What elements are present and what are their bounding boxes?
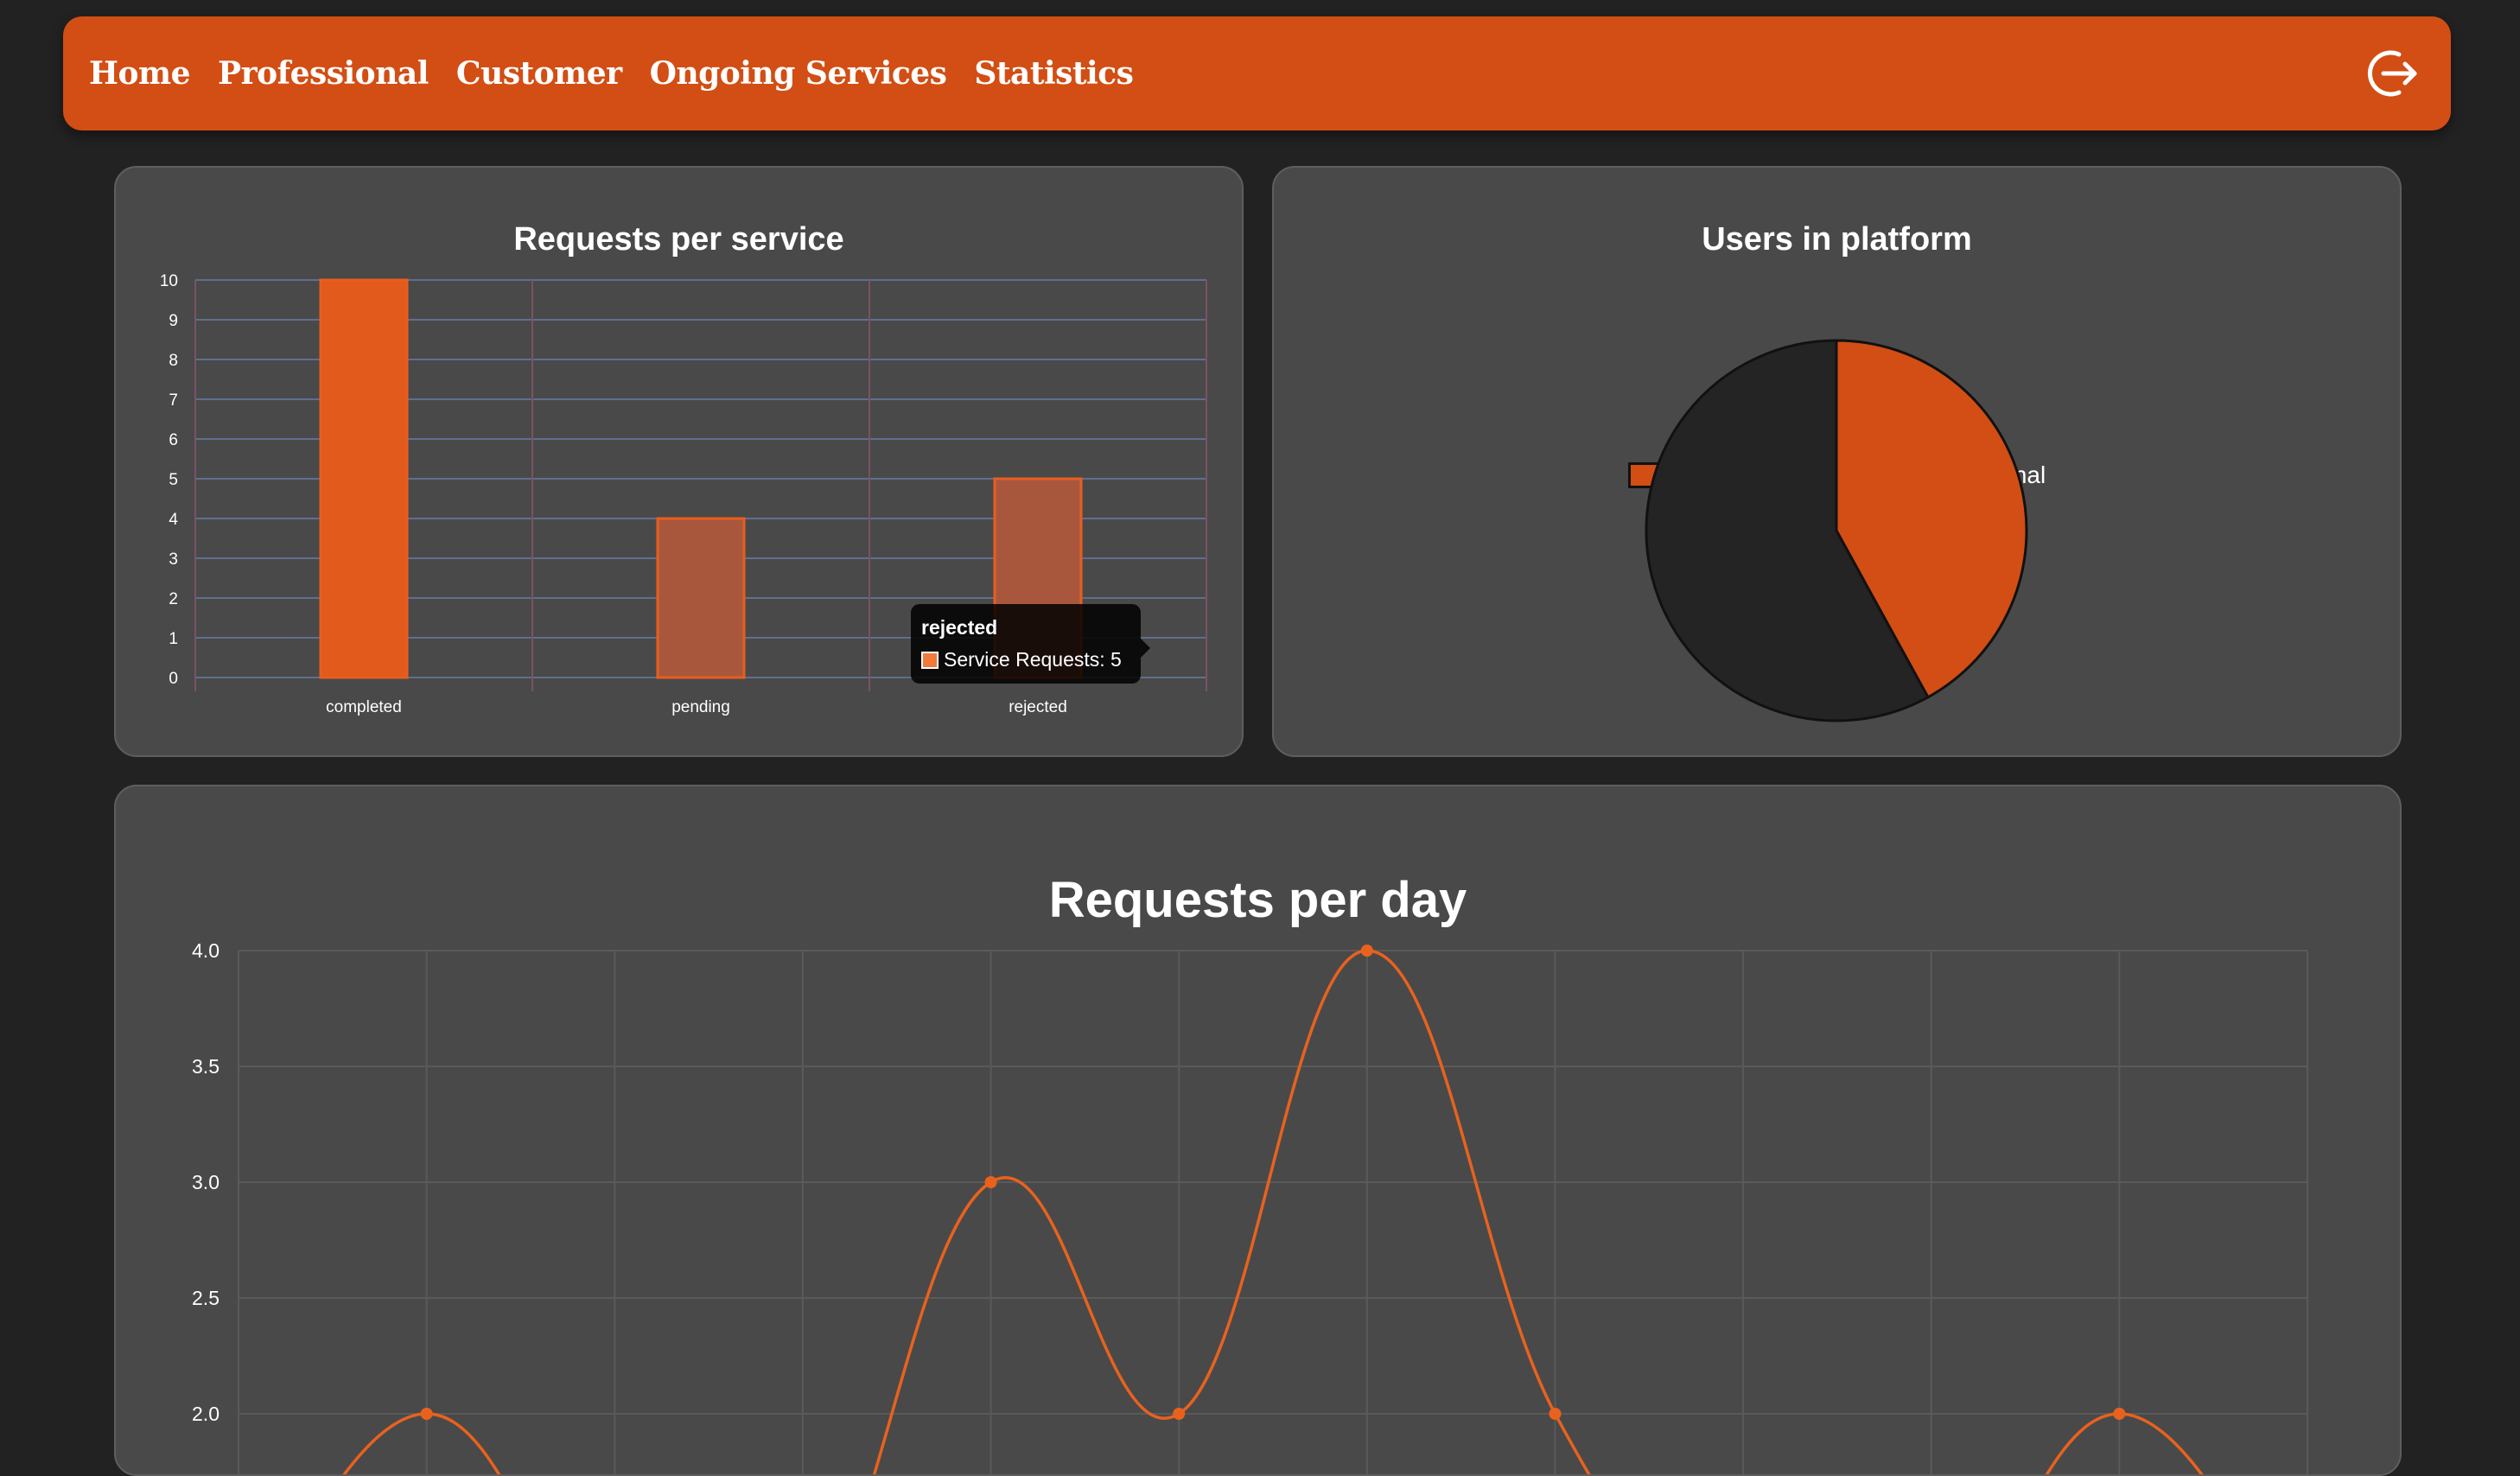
bar-y-tick-label: 9 <box>169 312 178 330</box>
requests-per-day-card: Requests per day 2.0 2.5 3.0 3.5 4.0 <box>114 785 2402 1476</box>
bar-chart-title: Requests per service <box>513 221 844 258</box>
tooltip-caret <box>1141 639 1150 658</box>
bar-y-tick-label: 10 <box>160 272 178 290</box>
pie-chart <box>1645 339 2028 722</box>
nav-link-ongoing-services[interactable]: Ongoing Services <box>649 55 947 92</box>
bar-y-tick-label: 6 <box>169 431 178 449</box>
line-point <box>2113 1408 2126 1420</box>
nav-link-professional[interactable]: Professional <box>218 55 429 92</box>
line-series-path <box>342 949 2204 1474</box>
bar-y-tick-label: 0 <box>169 670 178 688</box>
bar-pending <box>656 517 746 679</box>
bar-y-tick-label: 7 <box>169 391 178 410</box>
users-in-platform-card: Users in platform Customer Professional <box>1272 166 2402 757</box>
pie-slice-customer <box>1835 339 2028 699</box>
bar-y-tick-label: 5 <box>169 471 178 489</box>
nav-link-statistics[interactable]: Statistics <box>974 55 1134 92</box>
line-y-tick-label: 4.0 <box>192 939 220 962</box>
tooltip-row: Service Requests: 5 <box>921 648 1130 671</box>
requests-per-service-card: Requests per service 0 1 2 3 4 5 6 7 8 9 10 complet… <box>114 166 1244 757</box>
line-point <box>984 1176 997 1188</box>
line-chart: 2.0 2.5 3.0 3.5 4.0 <box>192 939 2308 1474</box>
bar-y-tick-label: 1 <box>169 630 178 648</box>
tooltip-label: Service Requests: 5 <box>944 648 1122 671</box>
logout-icon[interactable] <box>2364 46 2420 101</box>
bar-y-tick-label: 4 <box>169 511 178 529</box>
nav-links: Home Professional Customer Ongoing Servi… <box>89 55 1161 92</box>
bar-x-tick-label: rejected <box>1009 698 1067 716</box>
bar-chart-tooltip: rejected Service Requests: 5 <box>911 604 1150 684</box>
line-y-tick-label: 2.5 <box>192 1287 220 1309</box>
bar-x-tick-label: completed <box>326 698 402 716</box>
line-point <box>1360 945 1373 957</box>
line-point <box>420 1408 433 1420</box>
bar-y-tick-label: 3 <box>169 550 178 569</box>
line-chart-title: Requests per day <box>1048 872 1467 928</box>
line-point <box>1549 1408 1562 1420</box>
line-y-tick-label: 3.5 <box>192 1055 220 1078</box>
tooltip-swatch <box>921 651 939 669</box>
bar-completed <box>319 278 409 679</box>
nav-link-home[interactable]: Home <box>89 55 191 92</box>
line-point <box>1173 1408 1186 1420</box>
line-y-tick-label: 2.0 <box>192 1403 220 1425</box>
pie-slice-professional <box>1645 339 1931 722</box>
bar-y-tick-label: 8 <box>169 352 178 370</box>
nav-link-customer[interactable]: Customer <box>455 55 622 92</box>
bar-y-tick-label: 2 <box>169 590 178 608</box>
tooltip-title: rejected <box>921 616 998 639</box>
pie-chart-title: Users in platform <box>1702 221 1972 258</box>
top-navbar: Home Professional Customer Ongoing Servi… <box>63 16 2451 130</box>
line-y-tick-label: 3.0 <box>192 1171 220 1193</box>
bar-x-tick-label: pending <box>671 698 730 716</box>
